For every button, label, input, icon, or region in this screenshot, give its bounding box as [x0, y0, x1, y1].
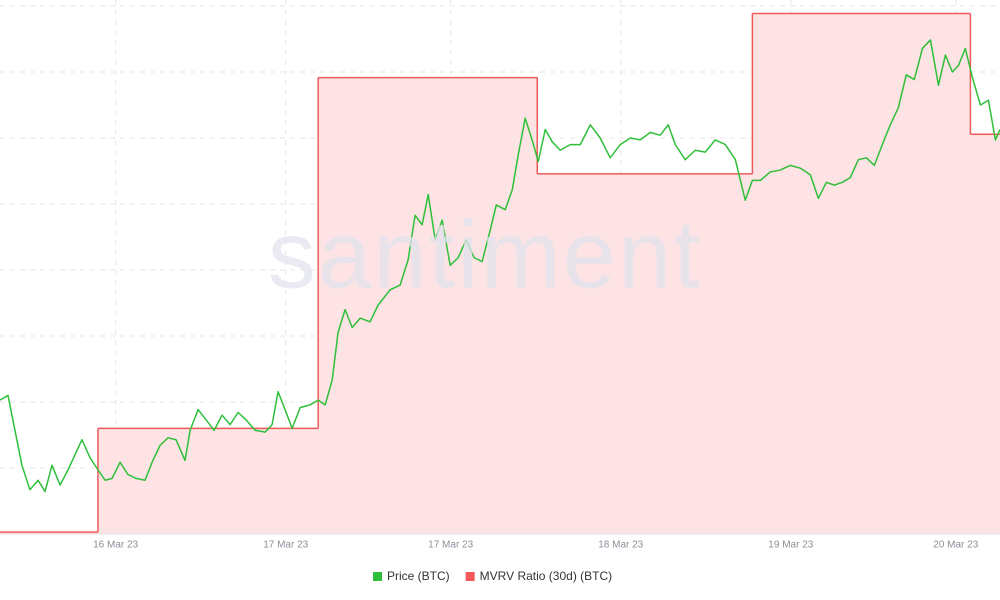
area: [0, 13, 1000, 535]
legend-label: Price (BTC): [387, 569, 450, 583]
x-tick-label: 17 Mar 23: [428, 540, 473, 551]
marks: [0, 12, 1000, 535]
legend-label: MVRV Ratio (30d) (BTC): [480, 569, 612, 583]
x-axis: 16 Mar 23 17 Mar 23 17 Mar 23 18 Mar 23 19 M…: [93, 540, 979, 551]
price-line: [0, 39, 1000, 493]
legend-swatch: [373, 572, 382, 581]
x-tick-label: 17 Mar 23: [263, 540, 308, 551]
legend: Price (BTC) MVRV Ratio (30d) (BTC): [373, 569, 612, 583]
x-tick-label: 18 Mar 23: [598, 540, 643, 551]
x-tick-label: 16 Mar 23: [93, 540, 138, 551]
legend-swatch: [465, 572, 475, 581]
watermark: santiment: [268, 201, 702, 308]
x-tick-label: 20 Mar 23: [933, 540, 978, 551]
x-tick-label: 19 Mar 23: [768, 540, 813, 551]
